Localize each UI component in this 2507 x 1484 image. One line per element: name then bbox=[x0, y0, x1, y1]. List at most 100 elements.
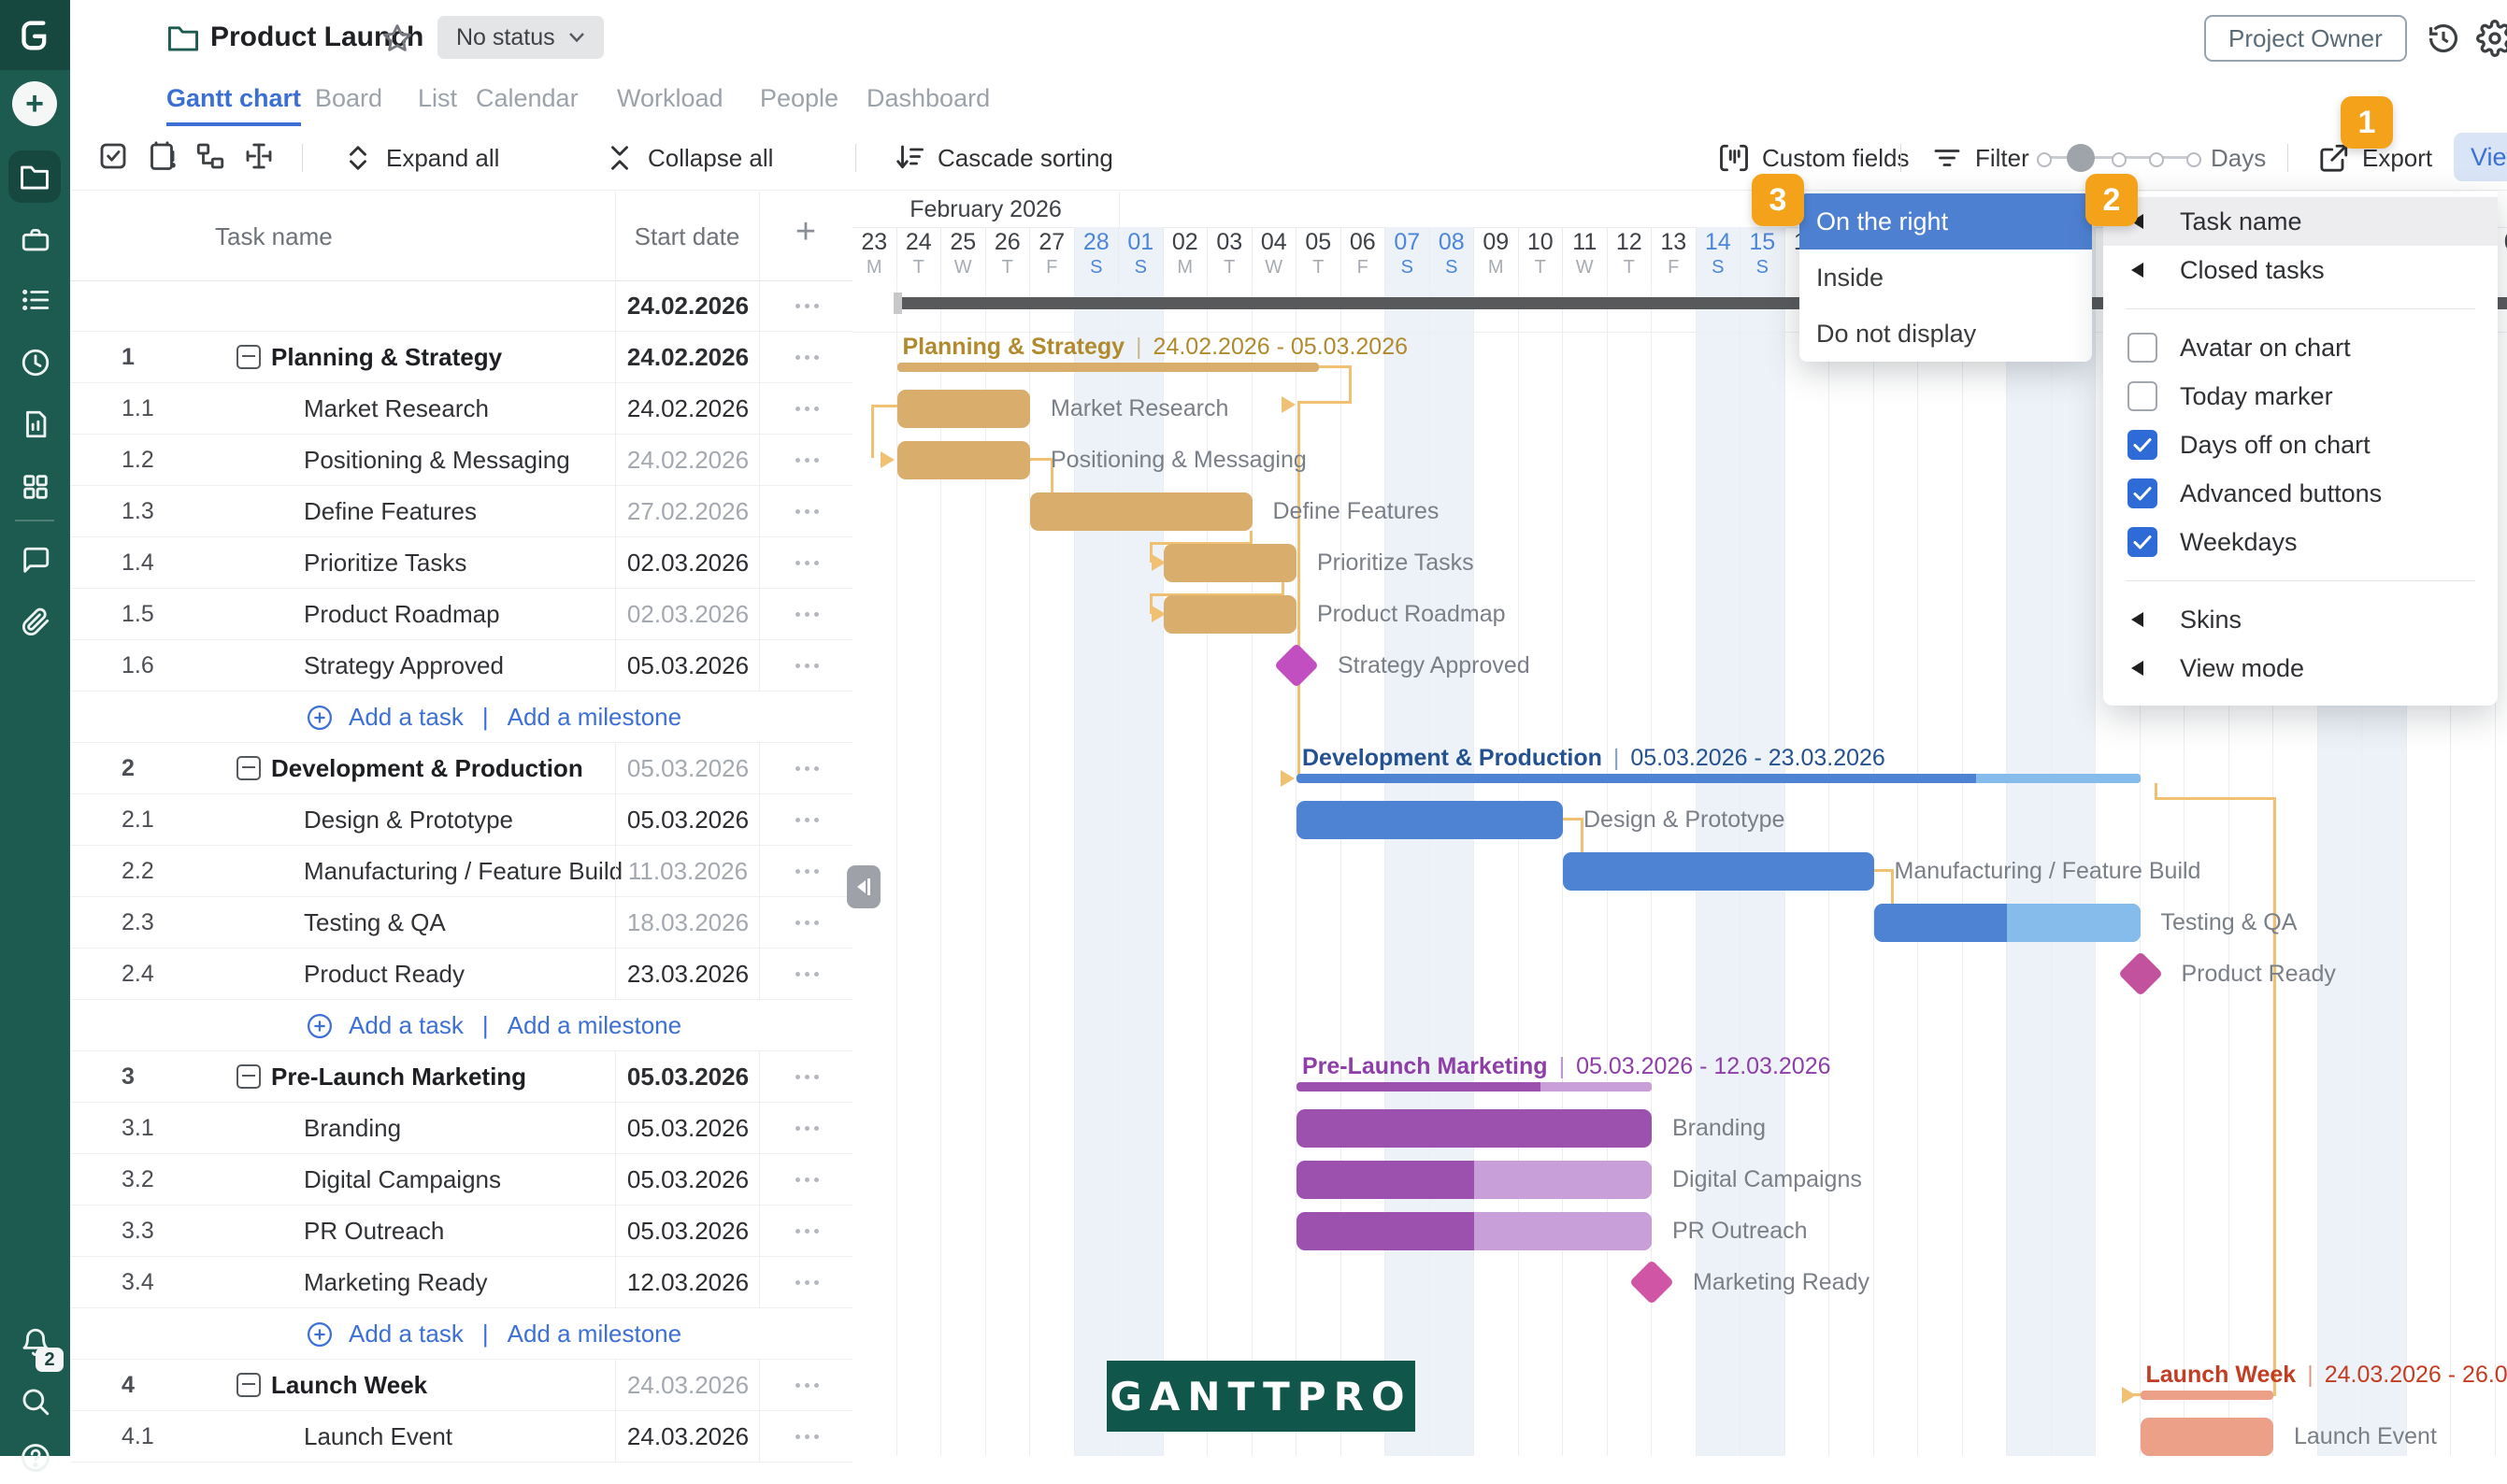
view-button[interactable]: View bbox=[2454, 133, 2507, 181]
section-summary-bar[interactable] bbox=[1296, 1082, 1652, 1092]
task-bar[interactable] bbox=[897, 441, 1031, 479]
tab-board[interactable]: Board bbox=[315, 75, 382, 122]
task-bar[interactable] bbox=[1296, 1109, 1652, 1148]
row-menu-icon[interactable] bbox=[759, 794, 853, 846]
task-start-date[interactable]: 05.03.2026 bbox=[615, 1206, 760, 1257]
task-start-date[interactable]: 02.03.2026 bbox=[615, 589, 760, 640]
sidebar-item-attachments[interactable] bbox=[0, 595, 70, 648]
row-menu-icon[interactable] bbox=[759, 435, 853, 486]
view-menu-item-view-mode[interactable]: View mode bbox=[2103, 644, 2498, 692]
row-menu-icon[interactable] bbox=[759, 846, 853, 897]
row-menu-icon[interactable] bbox=[759, 640, 853, 692]
sidebar-item-list[interactable] bbox=[0, 274, 70, 326]
table-collapse-handle[interactable] bbox=[847, 865, 881, 908]
checkbox-icon[interactable] bbox=[2127, 478, 2157, 508]
expand-all-button[interactable]: Expand all bbox=[341, 126, 499, 190]
task-name[interactable]: Development & Production bbox=[271, 743, 583, 794]
row-menu-icon[interactable] bbox=[759, 1051, 853, 1103]
collapse-all-button[interactable]: Collapse all bbox=[603, 126, 773, 190]
collapse-toggle-icon[interactable] bbox=[236, 1064, 261, 1089]
task-start-date[interactable]: 05.03.2026 bbox=[615, 1103, 760, 1154]
add-milestone-link[interactable]: Add a milestone bbox=[508, 1011, 681, 1040]
view-menu-item-task-name[interactable]: Task name bbox=[2103, 197, 2498, 246]
sidebar-item-history[interactable] bbox=[0, 336, 70, 389]
project-owner-button[interactable]: Project Owner bbox=[2204, 15, 2407, 62]
sidebar-item-report[interactable] bbox=[0, 398, 70, 450]
add-column-button[interactable]: + bbox=[759, 212, 852, 252]
view-menu-item-closed-tasks[interactable]: Closed tasks bbox=[2103, 246, 2498, 294]
row-menu-icon[interactable] bbox=[759, 486, 853, 537]
collapse-toggle-icon[interactable] bbox=[236, 345, 261, 369]
task-start-date[interactable]: 05.03.2026 bbox=[615, 794, 760, 846]
task-start-date[interactable]: 11.03.2026 bbox=[615, 846, 760, 897]
task-name[interactable]: Marketing Ready bbox=[304, 1257, 488, 1308]
favorite-star-icon[interactable] bbox=[381, 22, 413, 54]
menu-item-on-the-right[interactable]: On the right bbox=[1799, 193, 2092, 250]
checkbox-icon[interactable] bbox=[2127, 381, 2157, 411]
row-menu-icon[interactable] bbox=[759, 280, 853, 332]
row-menu-icon[interactable] bbox=[759, 537, 853, 589]
sidebar-item-portfolio[interactable] bbox=[0, 214, 70, 266]
task-bar[interactable] bbox=[1874, 904, 2141, 942]
select-tasks-icon[interactable] bbox=[96, 139, 130, 173]
task-start-date[interactable]: 24.02.2026 bbox=[615, 383, 760, 435]
task-name[interactable]: Market Research bbox=[304, 383, 489, 435]
row-menu-icon[interactable] bbox=[759, 383, 853, 435]
add-task-link[interactable]: Add a task bbox=[349, 1011, 464, 1040]
tab-workload[interactable]: Workload bbox=[617, 75, 723, 122]
settings-gear-icon[interactable] bbox=[2476, 20, 2507, 57]
task-name[interactable]: Design & Prototype bbox=[304, 794, 513, 846]
section-summary-bar[interactable] bbox=[1296, 774, 2141, 783]
view-menu-item-skins[interactable]: Skins bbox=[2103, 595, 2498, 644]
section-summary-bar[interactable] bbox=[897, 363, 1319, 372]
sidebar-item-help[interactable] bbox=[0, 1432, 70, 1484]
row-menu-icon[interactable] bbox=[759, 949, 853, 1000]
task-start-date[interactable]: 05.03.2026 bbox=[615, 640, 760, 692]
zoom-slider-stop[interactable] bbox=[2186, 152, 2201, 167]
cascade-sorting-button[interactable]: Cascade sorting bbox=[893, 126, 1113, 190]
zoom-slider-stop[interactable] bbox=[2037, 152, 2052, 167]
collapse-toggle-icon[interactable] bbox=[236, 756, 261, 780]
task-bar[interactable] bbox=[1164, 595, 1297, 634]
row-menu-icon[interactable] bbox=[759, 897, 853, 949]
task-start-date[interactable]: 24.02.2026 bbox=[615, 332, 760, 383]
row-menu-icon[interactable] bbox=[759, 1206, 853, 1257]
task-name[interactable]: Positioning & Messaging bbox=[304, 435, 570, 486]
collapse-toggle-icon[interactable] bbox=[236, 1373, 261, 1397]
task-name[interactable]: Prioritize Tasks bbox=[304, 537, 466, 589]
task-name[interactable]: Define Features bbox=[304, 486, 477, 537]
sidebar-item-search[interactable] bbox=[0, 1376, 70, 1428]
column-task-name[interactable]: Task name bbox=[215, 222, 333, 251]
add-milestone-link[interactable]: Add a milestone bbox=[508, 703, 681, 732]
task-name[interactable]: Product Ready bbox=[304, 949, 465, 1000]
row-menu-icon[interactable] bbox=[759, 743, 853, 794]
task-start-date[interactable]: 27.02.2026 bbox=[615, 486, 760, 537]
row-menu-icon[interactable] bbox=[759, 1411, 853, 1463]
task-bar[interactable] bbox=[897, 390, 1031, 428]
column-start-date[interactable]: Start date bbox=[615, 222, 759, 251]
task-start-date[interactable]: 05.03.2026 bbox=[615, 1154, 760, 1206]
add-milestone-link[interactable]: Add a milestone bbox=[508, 1320, 681, 1348]
checkbox-icon[interactable] bbox=[2127, 430, 2157, 460]
add-task-link[interactable]: Add a task bbox=[349, 703, 464, 732]
row-menu-icon[interactable] bbox=[759, 589, 853, 640]
task-start-date[interactable]: 24.03.2026 bbox=[615, 1411, 760, 1463]
menu-item-inside[interactable]: Inside bbox=[1799, 250, 2092, 306]
filter-button[interactable]: Filter bbox=[1930, 126, 2029, 190]
sidebar-item-projects[interactable] bbox=[8, 150, 61, 203]
tab-dashboard[interactable]: Dashboard bbox=[867, 75, 990, 122]
task-name[interactable]: Digital Campaigns bbox=[304, 1154, 501, 1206]
task-name[interactable]: Launch Event bbox=[304, 1411, 452, 1463]
view-menu-item-avatar-on-chart[interactable]: Avatar on chart bbox=[2103, 323, 2498, 372]
add-button[interactable]: + bbox=[12, 81, 57, 126]
view-menu-item-days-off-on-chart[interactable]: Days off on chart bbox=[2103, 421, 2498, 469]
row-menu-icon[interactable] bbox=[759, 332, 853, 383]
task-name[interactable]: Testing & QA bbox=[304, 897, 446, 949]
task-name[interactable]: Strategy Approved bbox=[304, 640, 504, 692]
task-name[interactable]: Branding bbox=[304, 1103, 401, 1154]
view-menu-item-advanced-buttons[interactable]: Advanced buttons bbox=[2103, 469, 2498, 518]
task-name[interactable]: Product Roadmap bbox=[304, 589, 500, 640]
ganttpro-logo[interactable] bbox=[0, 0, 70, 70]
task-bar[interactable] bbox=[1296, 1212, 1652, 1250]
task-name[interactable]: Pre-Launch Marketing bbox=[271, 1051, 526, 1103]
